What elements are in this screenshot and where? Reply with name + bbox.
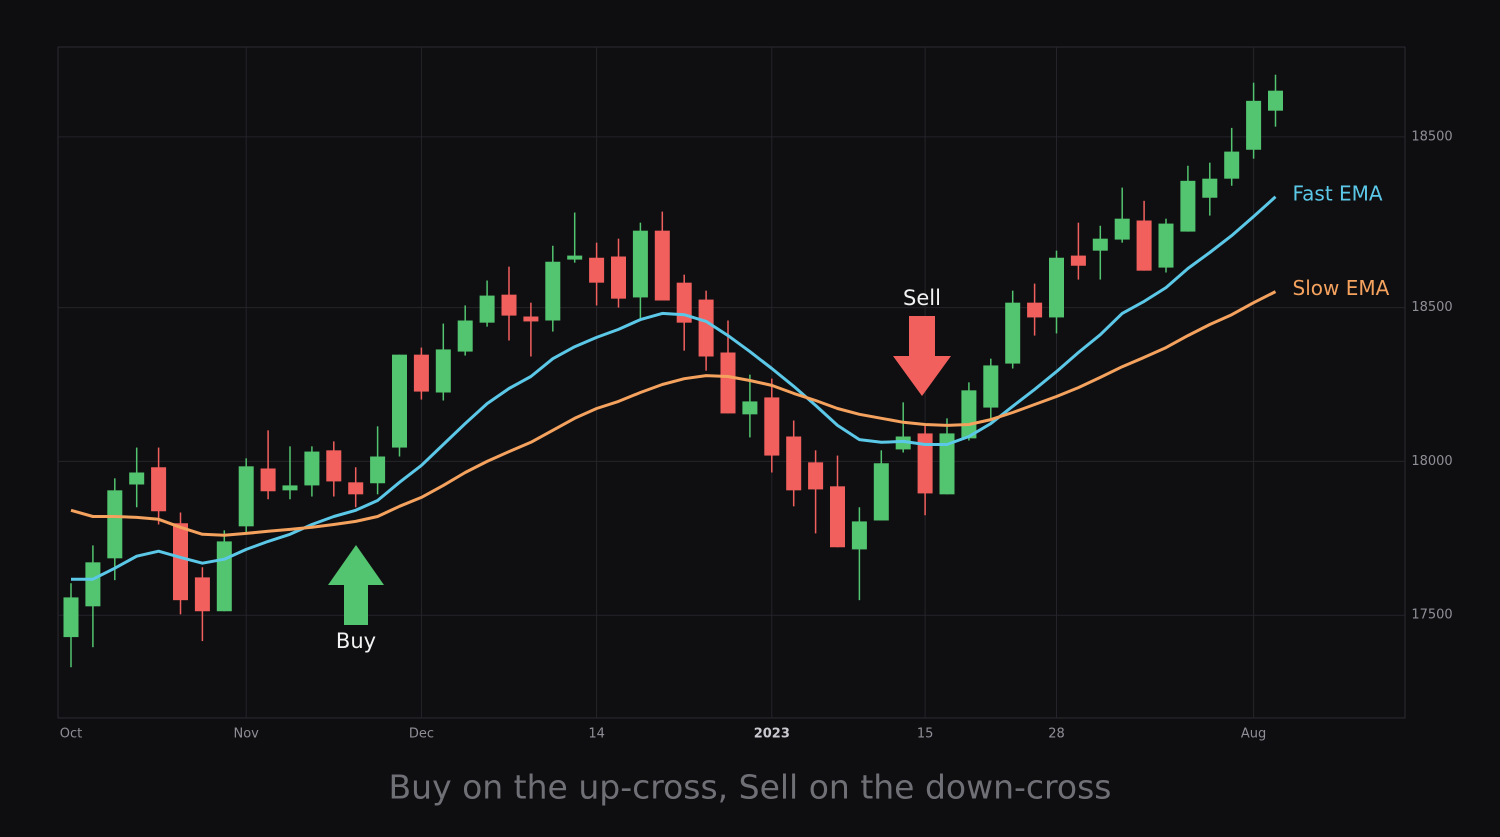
candle-body: [1202, 178, 1218, 198]
ema-line: [70, 290, 1277, 537]
candle-body: [1246, 100, 1262, 150]
candle-body: [326, 450, 342, 482]
x-tick-label: Aug: [1241, 727, 1266, 742]
series-label: Fast EMA: [1293, 181, 1383, 205]
candle-body: [304, 451, 320, 486]
candle-body: [348, 482, 364, 495]
candle-body: [654, 230, 670, 301]
candle-body: [370, 456, 386, 484]
candle-body: [173, 523, 188, 601]
candle-body: [1180, 180, 1196, 232]
candle-body: [851, 521, 867, 550]
x-tick-label: Oct: [60, 727, 82, 742]
candle-body: [611, 256, 626, 299]
signal-label: Buy: [336, 629, 376, 653]
x-tick-label: 28: [1048, 727, 1065, 742]
candle-body: [457, 320, 473, 352]
y-tick-label: 17500: [1411, 608, 1452, 623]
candle-body: [151, 467, 167, 512]
x-tick-label: 2023: [754, 727, 790, 742]
candle-body: [1268, 90, 1283, 111]
candle-body: [501, 294, 517, 316]
candle-body: [1224, 151, 1240, 179]
candle-body: [764, 397, 780, 456]
signal-arrow: [893, 316, 951, 396]
signal-arrow: [328, 545, 384, 625]
caption: Buy on the up-cross, Sell on the down-cr…: [389, 768, 1112, 807]
candle-body: [63, 597, 79, 638]
candle-body: [129, 472, 145, 485]
candle-body: [698, 299, 714, 357]
candle-body: [632, 230, 648, 298]
candle-body: [786, 436, 802, 491]
candle-body: [107, 490, 123, 559]
x-tick-label: Nov: [234, 727, 260, 742]
candle-body: [939, 433, 955, 495]
candle-body: [676, 282, 692, 323]
candle-body: [523, 316, 539, 322]
candle-body: [85, 562, 101, 607]
candle-body: [194, 577, 210, 612]
candle-body: [1114, 218, 1130, 240]
candle-body: [1092, 238, 1108, 251]
x-tick-label: 14: [588, 727, 605, 742]
candle-body: [1027, 302, 1043, 318]
candle-body: [1049, 257, 1064, 318]
candle-body: [917, 433, 933, 494]
candle-body: [545, 261, 561, 321]
candle-body: [282, 485, 298, 491]
x-tick-label: 15: [917, 727, 934, 742]
candle-body: [238, 466, 254, 527]
candle-body: [895, 436, 911, 450]
candle-body: [479, 295, 495, 323]
candle-body: [216, 541, 232, 612]
ema-line: [71, 195, 1277, 581]
candle-body: [808, 462, 824, 490]
candle-body: [1136, 220, 1152, 271]
candle-body: [260, 468, 276, 492]
x-tick-label: Dec: [409, 727, 434, 742]
candle-body: [1158, 223, 1174, 268]
y-tick-label: 18000: [1411, 454, 1452, 469]
candle-body: [589, 257, 605, 283]
candle-body: [1070, 255, 1086, 266]
candle-body: [830, 486, 845, 548]
candle-body: [742, 401, 758, 415]
series-label: Slow EMA: [1293, 276, 1390, 300]
y-tick-label: 18500: [1411, 129, 1452, 144]
candle-body: [567, 255, 583, 260]
candle-body: [413, 354, 429, 392]
candle-body: [983, 365, 999, 408]
candle-body: [961, 390, 977, 439]
signal-label: Sell: [903, 286, 941, 310]
candle-body: [720, 352, 736, 414]
y-tick-label: 18500: [1411, 300, 1452, 315]
candle-body: [392, 354, 407, 448]
candle-body: [1005, 302, 1021, 364]
candle-body: [873, 463, 889, 521]
candle-body: [435, 349, 451, 393]
